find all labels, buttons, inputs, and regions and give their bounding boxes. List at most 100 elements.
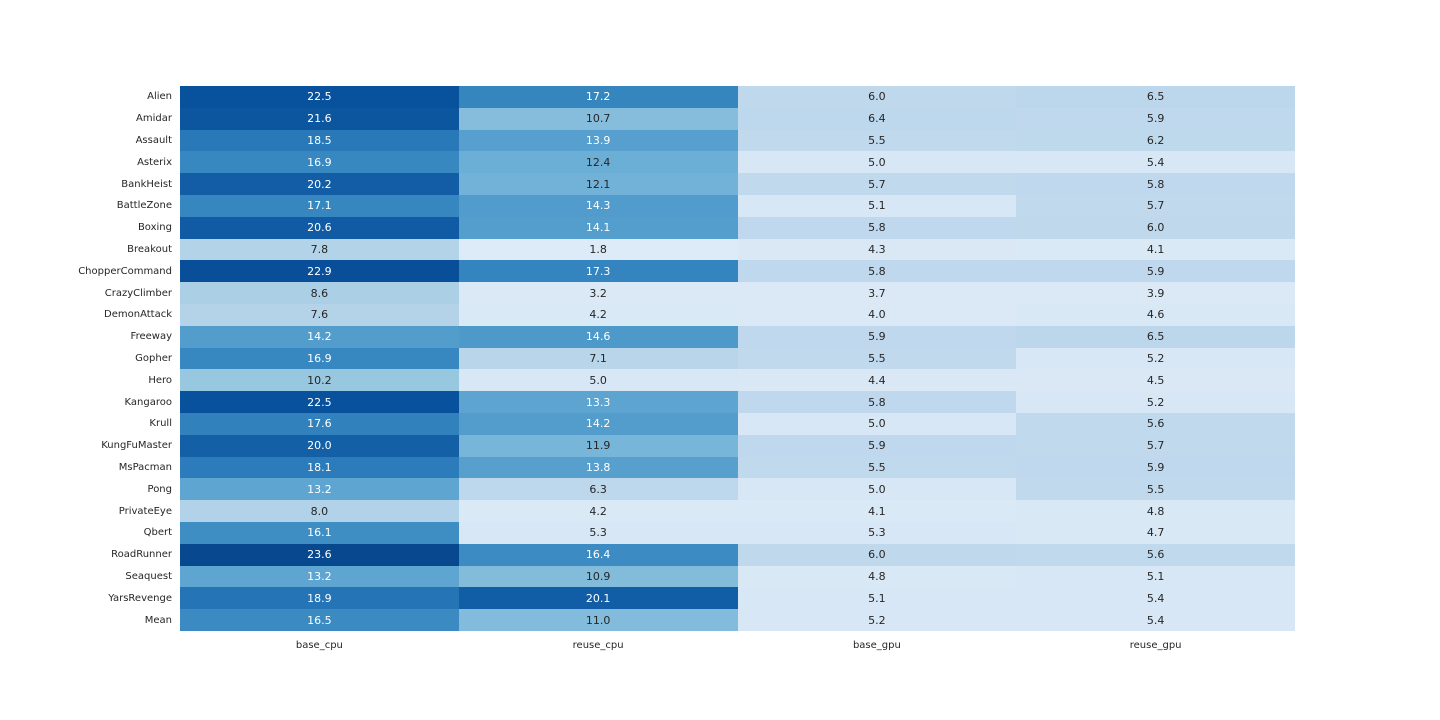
heatmap-cell: 22.9 (180, 260, 459, 283)
row-label: Mean (144, 614, 172, 626)
row-label: Hero (148, 374, 172, 386)
heatmap-cell: 5.9 (1016, 107, 1295, 130)
row-label: Gopher (135, 352, 172, 364)
heatmap-cell: 7.1 (458, 347, 738, 370)
heatmap-cell: 20.6 (180, 216, 459, 239)
heatmap-cell: 14.1 (458, 216, 738, 239)
heatmap-cell: 5.2 (737, 609, 1017, 631)
heatmap-cell: 4.6 (1016, 303, 1295, 326)
heatmap-cell: 1.8 (458, 238, 738, 261)
heatmap-cell: 5.3 (458, 521, 738, 544)
heatmap-cell: 4.1 (1016, 238, 1295, 261)
heatmap-cell: 5.8 (737, 216, 1017, 239)
row-label: Kangaroo (124, 396, 172, 408)
heatmap-cell: 16.9 (180, 151, 459, 174)
heatmap-cell: 4.0 (737, 303, 1017, 326)
row-label: Pong (147, 483, 172, 495)
heatmap-cell: 3.2 (458, 282, 738, 304)
row-label: Assault (135, 134, 172, 146)
heatmap-cell: 5.9 (1016, 456, 1295, 479)
heatmap-cell: 22.5 (180, 86, 459, 108)
row-label: ChopperCommand (78, 265, 172, 277)
heatmap-cell: 4.8 (1016, 500, 1295, 522)
heatmap-cell: 4.8 (737, 565, 1017, 588)
heatmap-cell: 4.7 (1016, 521, 1295, 544)
row-label: Freeway (130, 331, 172, 343)
heatmap-cell: 10.9 (458, 565, 738, 588)
heatmap-cell: 4.5 (1016, 369, 1295, 392)
heatmap-cell: 14.6 (458, 325, 738, 348)
heatmap-cell: 14.2 (180, 325, 459, 348)
row-label: BankHeist (121, 178, 172, 190)
heatmap-cell: 5.9 (737, 325, 1017, 348)
heatmap-cell: 6.2 (1016, 129, 1295, 152)
row-label: Seaquest (125, 570, 172, 582)
heatmap-cell: 6.0 (1016, 216, 1295, 239)
heatmap-cell: 5.1 (737, 587, 1017, 610)
heatmap-cell: 10.2 (180, 369, 459, 392)
heatmap-cell: 5.7 (1016, 434, 1295, 457)
heatmap-cell: 6.5 (1016, 86, 1295, 108)
heatmap-cell: 17.3 (458, 260, 738, 283)
row-label: Breakout (127, 243, 172, 255)
heatmap-cell: 5.5 (737, 347, 1017, 370)
heatmap-cell: 17.6 (180, 412, 459, 435)
heatmap-cell: 17.1 (180, 194, 459, 217)
row-label: Krull (149, 418, 172, 430)
heatmap-cell: 10.7 (458, 107, 738, 130)
heatmap-cell: 14.2 (458, 412, 738, 435)
heatmap-cell: 5.8 (1016, 173, 1295, 195)
heatmap-cell: 5.4 (1016, 609, 1295, 631)
heatmap-cell: 5.5 (737, 129, 1017, 152)
row-label: DemonAttack (104, 309, 172, 321)
heatmap-cell: 18.5 (180, 129, 459, 152)
heatmap-cell: 5.8 (737, 391, 1017, 413)
heatmap-cell: 16.9 (180, 347, 459, 370)
heatmap-cell: 13.2 (180, 478, 459, 501)
heatmap-cell: 3.9 (1016, 282, 1295, 304)
row-label: RoadRunner (111, 549, 172, 561)
heatmap-cell: 5.4 (1016, 587, 1295, 610)
heatmap-cell: 20.2 (180, 173, 459, 195)
heatmap-cell: 4.1 (737, 500, 1017, 522)
heatmap-cell: 5.5 (737, 456, 1017, 479)
heatmap-cell: 6.5 (1016, 325, 1295, 348)
column-label: reuse_cpu (572, 639, 624, 651)
heatmap-cell: 8.0 (180, 500, 459, 522)
heatmap-grid: 22.5 17.2 6.0 6.5 21.6 10.7 6.4 5.9 18.5 13.9 5.5 6… (180, 86, 1295, 631)
heatmap-cell: 5.4 (1016, 151, 1295, 174)
heatmap-cell: 5.9 (737, 434, 1017, 457)
heatmap-cell: 4.2 (458, 500, 738, 522)
heatmap-cell: 5.3 (737, 521, 1017, 544)
heatmap-cell: 13.2 (180, 565, 459, 588)
heatmap-cell: 11.9 (458, 434, 738, 457)
heatmap-cell: 8.6 (180, 282, 459, 304)
heatmap-cell: 22.5 (180, 391, 459, 413)
heatmap-cell: 16.1 (180, 521, 459, 544)
heatmap-cell: 5.5 (1016, 478, 1295, 501)
row-label: Asterix (137, 156, 172, 168)
row-label: Amidar (136, 113, 172, 125)
heatmap-cell: 5.2 (1016, 347, 1295, 370)
heatmap-cell: 5.0 (737, 151, 1017, 174)
heatmap-cell: 4.4 (737, 369, 1017, 392)
heatmap-cell: 13.8 (458, 456, 738, 479)
heatmap-cell: 6.0 (737, 543, 1017, 566)
y-axis-labels: Alien Amidar Assault Asterix BankHeist Battle… (0, 86, 172, 631)
row-label: KungFuMaster (101, 440, 172, 452)
heatmap-cell: 6.4 (737, 107, 1017, 130)
heatmap-cell: 3.7 (737, 282, 1017, 304)
heatmap-cell: 14.3 (458, 194, 738, 217)
heatmap-cell: 5.1 (1016, 565, 1295, 588)
row-label: Qbert (143, 527, 172, 539)
heatmap-cell: 16.4 (458, 543, 738, 566)
heatmap-cell: 12.1 (458, 173, 738, 195)
heatmap-cell: 16.5 (180, 609, 459, 631)
heatmap-cell: 11.0 (458, 609, 738, 631)
heatmap-cell: 21.6 (180, 107, 459, 130)
row-label: Alien (147, 91, 172, 103)
row-label: YarsRevenge (108, 592, 172, 604)
heatmap-cell: 5.8 (737, 260, 1017, 283)
heatmap-cell: 7.8 (180, 238, 459, 261)
